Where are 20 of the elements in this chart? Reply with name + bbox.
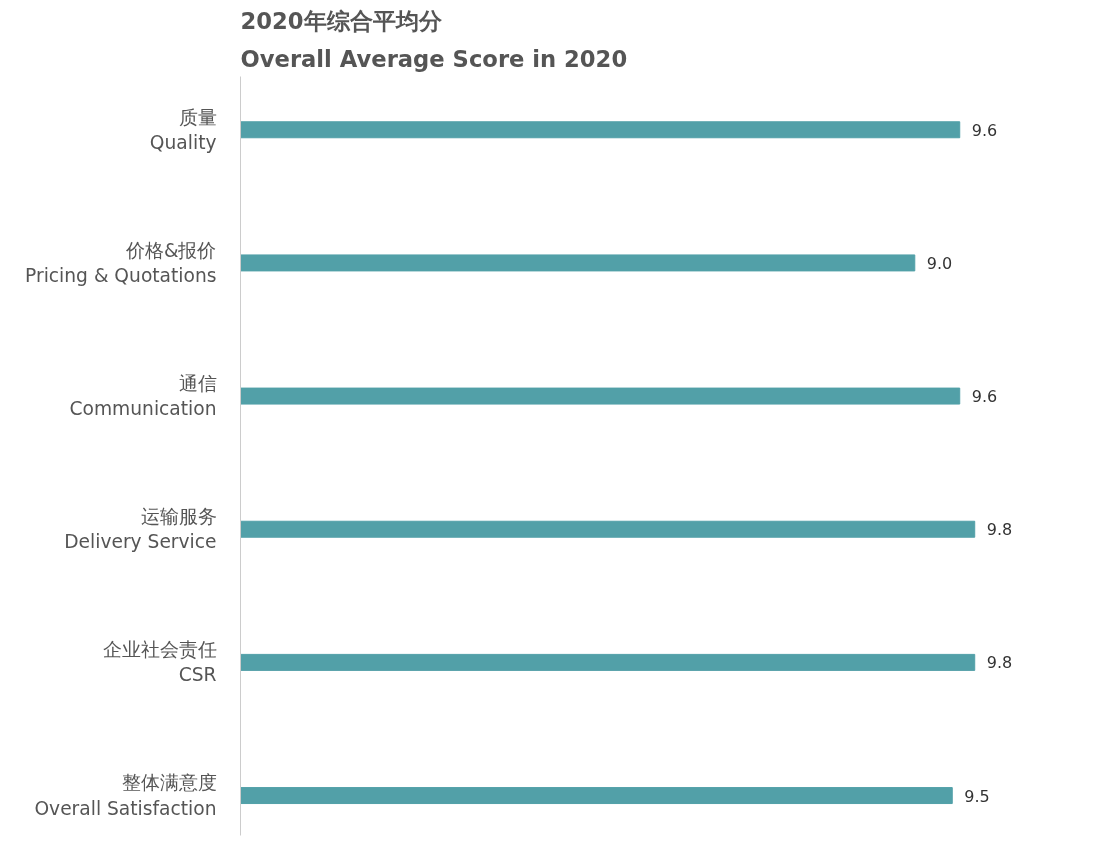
y-tick-label: 运输服务 Delivery Service bbox=[64, 506, 217, 553]
y-tick-label: 企业社会责任 CSR bbox=[102, 639, 217, 686]
bar bbox=[240, 387, 961, 405]
bar bbox=[240, 520, 976, 538]
y-tick-label: 整体满意度 Overall Satisfaction bbox=[34, 772, 217, 819]
y-tick-label: 通信 Communication bbox=[69, 372, 217, 420]
data-label: 9.6 bbox=[971, 120, 998, 140]
chart-subtitle: Overall Average Score in 2020 bbox=[240, 45, 628, 72]
y-tick-label: 价格&报价 Pricing & Quotations bbox=[25, 239, 217, 287]
bar bbox=[240, 653, 976, 671]
data-label: 9.6 bbox=[971, 387, 998, 407]
data-label: 9.5 bbox=[964, 786, 990, 806]
bar bbox=[240, 254, 916, 272]
bar bbox=[240, 787, 953, 805]
chart-title: 2020年综合平均分 bbox=[240, 7, 443, 34]
y-tick-label: 质量 Quality bbox=[149, 106, 217, 153]
data-label: 9.0 bbox=[926, 253, 953, 273]
data-label: 9.8 bbox=[986, 653, 1013, 673]
data-label: 9.8 bbox=[986, 520, 1013, 540]
bar bbox=[240, 121, 961, 139]
